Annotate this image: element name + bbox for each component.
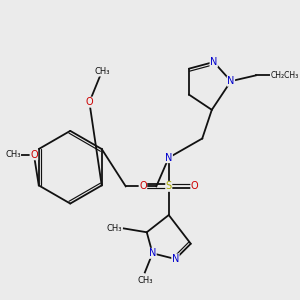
- Text: CH₃: CH₃: [106, 224, 122, 233]
- Text: S: S: [166, 181, 172, 191]
- Text: CH₂CH₃: CH₂CH₃: [270, 71, 298, 80]
- Text: O: O: [30, 150, 38, 160]
- Text: CH₃: CH₃: [94, 67, 110, 76]
- Text: N: N: [165, 153, 172, 163]
- Text: N: N: [149, 248, 156, 258]
- Text: O: O: [139, 181, 147, 191]
- Text: CH₃: CH₃: [5, 150, 21, 159]
- Text: CH₃: CH₃: [137, 276, 153, 285]
- Text: N: N: [227, 76, 235, 86]
- Text: N: N: [172, 254, 179, 264]
- Text: N: N: [210, 57, 218, 67]
- Text: O: O: [85, 97, 93, 107]
- Text: O: O: [191, 181, 198, 191]
